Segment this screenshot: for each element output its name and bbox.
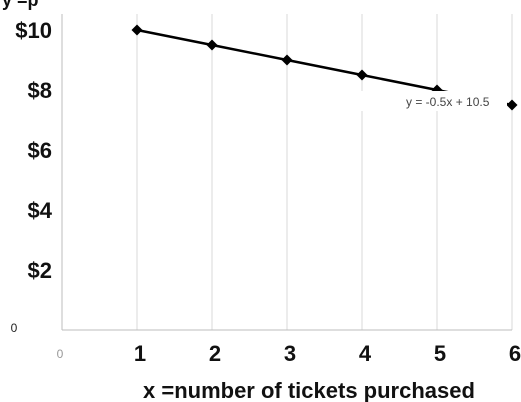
chart-title-fragment: y =p <box>2 0 39 10</box>
trendline-label-background <box>357 91 507 111</box>
data-point <box>206 39 218 51</box>
x-tick-label: 3 <box>284 341 296 366</box>
x-tick-label: 5 <box>434 341 446 366</box>
data-point <box>281 54 293 66</box>
x-tick-label: 0 <box>57 347 64 361</box>
y-tick-label: 0 <box>11 321 18 335</box>
x-tick-label: 6 <box>509 341 521 366</box>
data-point <box>356 69 368 81</box>
vertical-gridlines <box>136 14 513 330</box>
x-tick-label: 2 <box>209 341 221 366</box>
x-tick-labels: 0 1 2 3 4 5 6 <box>57 341 521 366</box>
y-tick-label: $10 <box>15 18 52 43</box>
x-tick-label: 1 <box>134 341 146 366</box>
x-tick-label: 4 <box>359 341 372 366</box>
axes <box>61 14 512 331</box>
y-tick-labels: 0 $2 $4 $6 $8 $10 <box>11 18 53 335</box>
data-point <box>506 99 518 111</box>
data-point <box>131 24 143 36</box>
y-tick-label: $6 <box>28 138 52 163</box>
y-tick-label: $2 <box>28 258 52 283</box>
trendline-equation-label: y = -0.5x + 10.5 <box>406 95 490 109</box>
y-tick-label: $4 <box>28 198 53 223</box>
y-tick-label: $8 <box>28 78 52 103</box>
x-axis-label: x =number of tickets purchased <box>143 378 475 402</box>
